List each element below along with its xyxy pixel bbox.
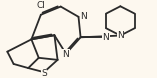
Text: S: S [41, 69, 47, 78]
Text: N: N [102, 33, 109, 42]
Text: N: N [117, 31, 124, 40]
Text: N: N [80, 12, 87, 21]
Text: Cl: Cl [36, 1, 45, 10]
Text: N: N [63, 50, 69, 59]
